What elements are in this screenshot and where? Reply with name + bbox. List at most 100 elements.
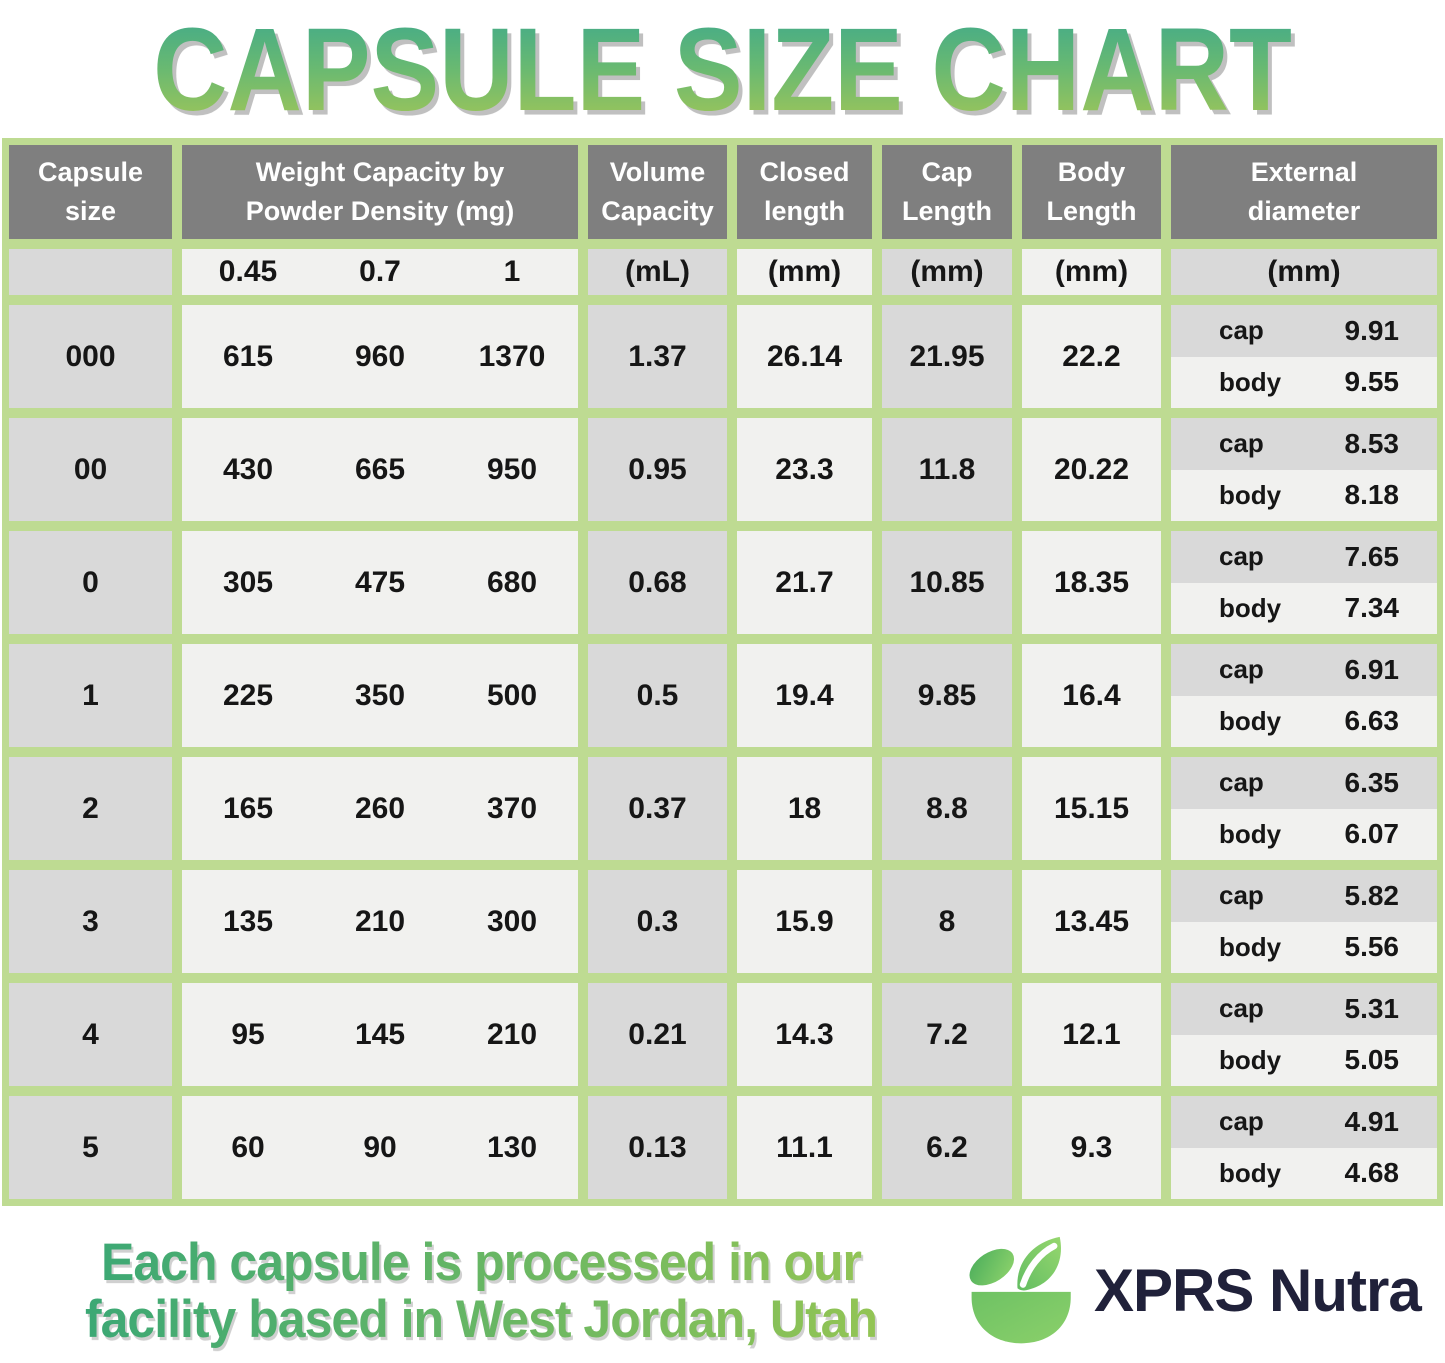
external-diameter-cell: cap 6.35 body 6.07 [1171,757,1437,860]
body-label: body [1219,479,1282,510]
weight-value: 130 [486,1130,538,1164]
cap-label: cap [1219,541,1264,572]
weight-value: 950 [486,452,538,486]
tagline-line-1: Each capsule is processed in our [6,1232,956,1292]
cap-length-value: 6.2 [926,1130,968,1164]
table-row: 1 225 350 500 0.5 19.4 9.85 16.4 cap 6.9… [9,644,1437,747]
external-body-row: body 9.55 [1171,356,1437,408]
volume-value: 1.37 [628,339,687,373]
external-body-row: body 5.56 [1171,921,1437,973]
body-label: body [1219,705,1282,736]
weight-capacity-cell: 135 210 300 [182,870,578,973]
weight-value: 300 [486,904,538,938]
closed-length-value: 14.3 [775,1017,834,1051]
weight-value: 305 [222,565,274,599]
weight-capacity-cell: 615 960 1370 [182,305,578,408]
weight-value: 500 [486,678,538,712]
body-label: body [1219,1044,1282,1075]
external-body-value: 7.34 [1344,592,1400,624]
external-body-row: body 6.07 [1171,808,1437,860]
cap-label: cap [1219,880,1264,911]
external-cap-value: 9.91 [1344,314,1400,346]
capsule-size-value: 00 [73,452,108,486]
body-length-value: 22.2 [1062,339,1121,373]
weight-value: 430 [222,452,274,486]
volume-value: 0.21 [628,1017,687,1051]
footer: Each capsule is processed in our facilit… [0,1206,1445,1361]
external-cap-row: cap 5.31 [1171,983,1437,1035]
capsule-size-value: 2 [82,791,99,825]
volume-value: 0.37 [628,791,687,825]
closed-length-value: 18 [787,791,822,825]
units-density-cell: 0.45 0.7 1 [182,249,578,295]
cap-label: cap [1219,1106,1264,1137]
external-cap-value: 4.91 [1344,1105,1400,1137]
table-row: 2 165 260 370 0.37 18 8.8 15.15 cap 6.35… [9,757,1437,860]
closed-length-value: 19.4 [775,678,834,712]
unit-closed: (mm) [767,255,842,288]
external-cap-row: cap 7.65 [1171,531,1437,583]
weight-value: 1370 [478,339,546,373]
table-row: 4 95 145 210 0.21 14.3 7.2 12.1 cap 5.31… [9,983,1437,1086]
external-diameter-cell: cap 8.53 body 8.18 [1171,418,1437,521]
external-cap-row: cap 6.91 [1171,644,1437,696]
cap-length-value: 7.2 [926,1017,968,1051]
external-body-row: body 7.34 [1171,582,1437,634]
external-diameter-cell: cap 5.31 body 5.05 [1171,983,1437,1086]
external-body-value: 5.05 [1344,1044,1400,1076]
external-cap-value: 5.82 [1344,879,1400,911]
weight-value: 165 [222,791,274,825]
header-capsule-size: Capsule size [9,145,172,239]
cap-length-value: 8 [938,904,956,938]
external-diameter-cell: cap 7.65 body 7.34 [1171,531,1437,634]
weight-value: 260 [354,791,406,825]
header-volume-capacity: Volume Capacity [588,145,727,239]
cap-label: cap [1219,767,1264,798]
unit-body: (mm) [1054,255,1129,288]
body-label: body [1219,592,1282,623]
weight-capacity-cell: 225 350 500 [182,644,578,747]
cap-label: cap [1219,993,1264,1024]
weight-capacity-cell: 165 260 370 [182,757,578,860]
external-body-value: 5.56 [1344,931,1400,963]
volume-value: 0.3 [636,904,679,938]
units-capsule-size-cell [9,249,172,295]
external-cap-value: 8.53 [1344,427,1400,459]
cap-label: cap [1219,428,1264,459]
external-body-row: body 5.05 [1171,1034,1437,1086]
unit-volume: (mL) [625,255,690,288]
body-length-value: 9.3 [1070,1130,1113,1164]
closed-length-value: 11.1 [776,1130,833,1164]
table-row: 3 135 210 300 0.3 15.9 8 13.45 cap 5.82 … [9,870,1437,973]
capsule-size-table: Capsule size Weight Capacity by Powder D… [2,138,1443,1206]
external-body-row: body 8.18 [1171,469,1437,521]
facility-tagline: Each capsule is processed in our facilit… [6,1232,956,1348]
weight-capacity-cell: 95 145 210 [182,983,578,1086]
external-body-value: 6.63 [1344,705,1400,737]
external-cap-row: cap 9.91 [1171,305,1437,357]
weight-value: 145 [354,1017,406,1051]
body-label: body [1219,1157,1282,1188]
external-diameter-cell: cap 4.91 body 4.68 [1171,1096,1437,1199]
body-length-value: 18.35 [1053,565,1130,599]
table-units-row: 0.45 0.7 1 (mL) (mm) (mm) (mm) (mm) [9,249,1437,295]
external-cap-value: 6.35 [1344,766,1400,798]
closed-length-value: 26.14 [766,339,843,373]
weight-capacity-cell: 60 90 130 [182,1096,578,1199]
body-length-value: 16.4 [1062,678,1121,712]
capsule-size-value: 000 [65,339,116,373]
density-value: 1 [503,255,521,288]
external-body-value: 9.55 [1344,366,1400,398]
table-row: 0 305 475 680 0.68 21.7 10.85 18.35 cap … [9,531,1437,634]
external-cap-row: cap 5.82 [1171,870,1437,922]
external-diameter-cell: cap 9.91 body 9.55 [1171,305,1437,408]
weight-value: 210 [354,904,406,938]
weight-value: 370 [486,791,538,825]
body-length-value: 15.15 [1053,791,1130,825]
external-cap-value: 6.91 [1344,653,1400,685]
weight-value: 680 [486,565,538,599]
external-body-value: 8.18 [1344,479,1400,511]
density-value: 0.7 [359,255,401,288]
weight-value: 475 [354,565,406,599]
external-cap-row: cap 6.35 [1171,757,1437,809]
